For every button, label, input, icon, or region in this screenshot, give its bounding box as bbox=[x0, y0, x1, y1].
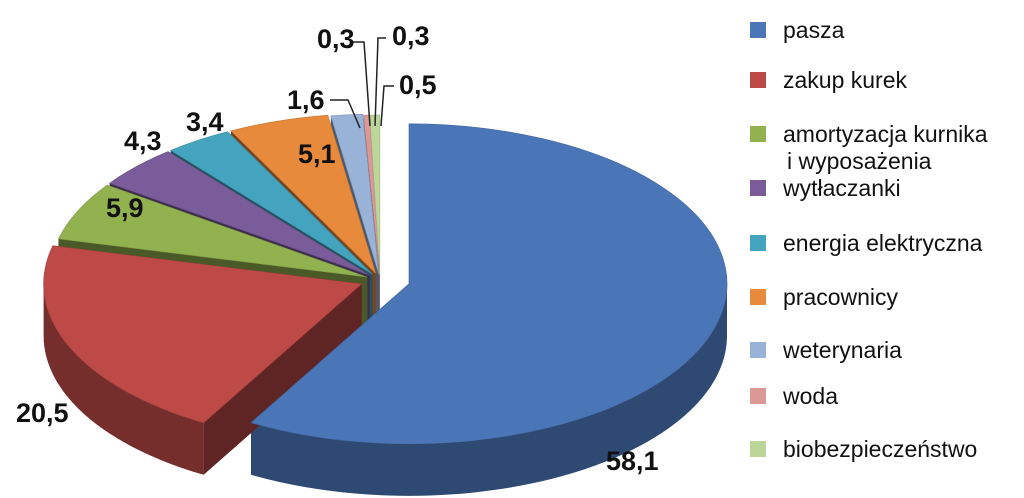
legend-label: pasza bbox=[783, 17, 845, 43]
legend-label: woda bbox=[782, 383, 838, 409]
data-label-3: 5,9 bbox=[106, 193, 144, 223]
legend-item-8: woda bbox=[750, 383, 838, 409]
legend-item-9: biobezpieczeństwo bbox=[750, 436, 977, 462]
pie-slice-rim bbox=[43, 283, 204, 475]
pie-slice-5 bbox=[170, 131, 373, 275]
pie-slice-3 bbox=[57, 184, 368, 278]
data-label-1: 58,1 bbox=[606, 446, 659, 476]
data-label-4: 4,3 bbox=[124, 126, 162, 156]
legend-item-4: wytłaczanki bbox=[750, 175, 901, 201]
data-label-6: 5,1 bbox=[298, 139, 336, 169]
pie-slice-6 bbox=[230, 114, 376, 274]
legend-swatch bbox=[750, 180, 766, 196]
data-label-8: 0,3 bbox=[317, 24, 355, 54]
legend-item-5: energia elektryczna bbox=[750, 230, 983, 256]
pie-slice-4 bbox=[108, 151, 370, 276]
legend-label: pracownicy bbox=[783, 284, 899, 310]
legend-label: wytłaczanki bbox=[782, 175, 901, 201]
leader-lines bbox=[330, 37, 394, 129]
pie-slice-wall bbox=[203, 283, 362, 475]
legend-swatch bbox=[750, 235, 766, 251]
data-label-2: 20,5 bbox=[16, 398, 69, 428]
legend-label: energia elektryczna bbox=[783, 230, 983, 256]
data-labels: 58,1 20,5 5,9 4,3 3,4 5,1 1,6 0,3 0,5 0,3 bbox=[16, 21, 659, 476]
legend-label: biobezpieczeństwo bbox=[783, 436, 977, 462]
data-label-7: 1,6 bbox=[287, 85, 325, 115]
leader-line-3 bbox=[374, 37, 386, 127]
legend-label: i wyposażenia bbox=[787, 148, 932, 174]
legend-label: zakup kurek bbox=[783, 67, 908, 93]
legend-swatch bbox=[750, 441, 766, 457]
legend-item-6: pracownicy bbox=[750, 284, 899, 310]
pie-slice-2 bbox=[43, 245, 363, 424]
pie-top-layer bbox=[43, 113, 728, 445]
legend-swatch bbox=[750, 126, 766, 142]
legend-item-1: pasza bbox=[750, 17, 845, 43]
legend-item-7: weterynaria bbox=[750, 337, 902, 363]
leader-line-1 bbox=[330, 99, 361, 129]
pie-slice-1 bbox=[250, 123, 728, 445]
legend-swatch bbox=[750, 22, 766, 38]
data-label-9: 0,5 bbox=[399, 70, 437, 100]
pie-slice-7 bbox=[330, 113, 380, 275]
legend-swatch bbox=[750, 388, 766, 404]
legend-swatch bbox=[750, 342, 766, 358]
data-label-extra-1: 0,3 bbox=[392, 21, 430, 51]
legend-label: amortyzacja kurnika bbox=[783, 121, 988, 147]
data-label-5: 3,4 bbox=[186, 107, 224, 137]
leader-line-4 bbox=[380, 85, 394, 127]
legend-swatch bbox=[750, 289, 766, 305]
legend-swatch bbox=[750, 72, 766, 88]
leader-line-2 bbox=[352, 41, 371, 127]
legend-item-2: zakup kurek bbox=[750, 67, 908, 93]
legend-label: weterynaria bbox=[782, 337, 902, 363]
